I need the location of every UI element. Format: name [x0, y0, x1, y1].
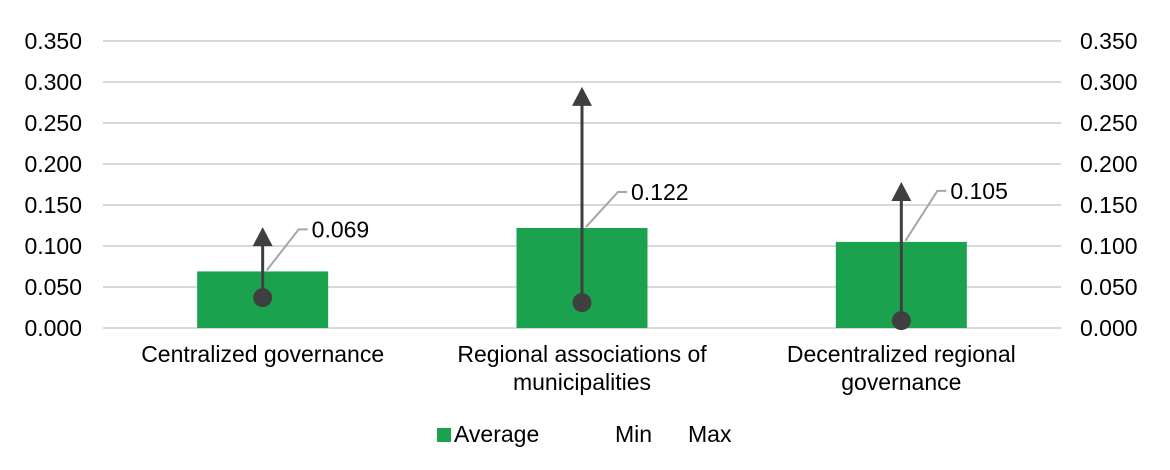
data-label-leader-line: [585, 190, 627, 228]
average-data-label: 0.122: [631, 179, 689, 205]
legend-label-min: Min: [615, 421, 653, 447]
legend-item-average: Average: [437, 421, 539, 448]
y-axis-tick-left: 0.350: [24, 28, 82, 54]
y-axis-tick-right: 0.150: [1080, 192, 1138, 218]
legend-item-min: Min: [615, 421, 652, 448]
y-axis-tick-right: 0.200: [1080, 151, 1138, 177]
average-data-label: 0.105: [950, 178, 1008, 204]
min-dot-icon: [572, 293, 592, 313]
max-arrow-head-icon: [891, 182, 912, 202]
y-axis-tick-right: 0.300: [1080, 69, 1138, 95]
y-axis-tick-left: 0.100: [24, 233, 82, 259]
category-label: Regional associations of municipalities: [457, 341, 707, 395]
y-axis-tick-right: 0.100: [1080, 233, 1138, 259]
category-label: Decentralized regional governance: [786, 341, 1016, 395]
y-axis-tick-left: 0.250: [24, 110, 82, 136]
data-label-leader-line: [904, 189, 947, 242]
y-axis-tick-right: 0.000: [1080, 315, 1138, 341]
y-axis-tick-left: 0.050: [24, 274, 82, 300]
legend-label-max: Max: [688, 421, 732, 447]
legend-item-max: Max: [688, 421, 731, 448]
y-axis-tick-left: 0.300: [24, 69, 82, 95]
data-label-leader-line: [265, 228, 308, 272]
y-axis-tick-left: 0.000: [24, 315, 82, 341]
y-axis-tick-left: 0.150: [24, 192, 82, 218]
y-axis-tick-right: 0.250: [1080, 110, 1138, 136]
legend-label-average: Average: [454, 421, 540, 447]
max-arrow-head-icon: [572, 86, 592, 106]
average-data-label: 0.069: [312, 216, 370, 242]
category-label: Centralized governance: [141, 341, 385, 367]
average-swatch-icon: [437, 427, 451, 442]
y-axis-tick-left: 0.200: [24, 151, 82, 177]
min-dot-icon: [891, 311, 911, 331]
y-axis-tick-right: 0.050: [1080, 274, 1138, 300]
min-dot-icon: [253, 288, 273, 308]
y-axis-tick-right: 0.350: [1080, 28, 1138, 54]
max-arrow-head-icon: [252, 227, 273, 247]
